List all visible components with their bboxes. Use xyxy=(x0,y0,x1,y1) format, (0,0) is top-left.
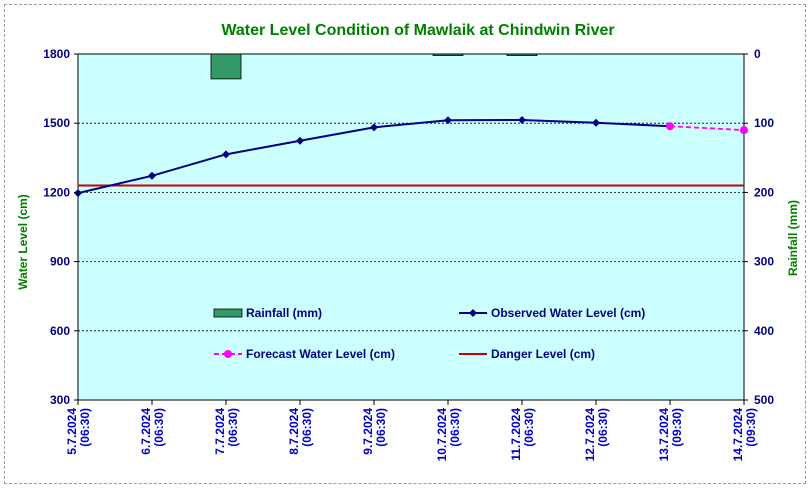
x-tick-time: (06:30) xyxy=(596,408,610,447)
x-tick-time: (06:30) xyxy=(300,408,314,447)
x-tick-label: 12.7.2024 xyxy=(583,408,597,462)
y-tick-label: 300 xyxy=(50,393,70,407)
x-tick-time: (06:30) xyxy=(374,408,388,447)
x-tick-label: 10.7.2024 xyxy=(435,408,449,462)
plot-area xyxy=(77,53,745,401)
right-axis-ticks: 0 100 200 300 400 500 xyxy=(744,47,774,407)
x-tick-label: 5.7.2024 xyxy=(65,408,79,455)
forecast-point xyxy=(740,126,748,135)
x-tick-time: (06:30) xyxy=(226,408,240,447)
y2-tick-label: 100 xyxy=(754,116,774,130)
plot-background xyxy=(77,53,745,401)
observed-point xyxy=(148,171,156,180)
legend-forecast-marker xyxy=(224,350,232,358)
rainfall-bars xyxy=(210,53,538,80)
forecast-point xyxy=(666,122,674,131)
forecast-line xyxy=(669,125,745,132)
rainfall-bar xyxy=(506,53,538,56)
x-tick-time: (06:30) xyxy=(522,408,536,447)
y-tick-label: 1500 xyxy=(43,116,70,130)
observed-point xyxy=(222,150,230,159)
legend: Rainfall (mm) Observed Water Level (cm) … xyxy=(213,306,645,361)
x-tick-time: (06:30) xyxy=(448,408,462,447)
legend-rainfall-label: Rainfall (mm) xyxy=(246,306,322,320)
y-tick-label: 600 xyxy=(50,324,70,338)
y-tick-label: 900 xyxy=(50,255,70,269)
x-axis-ticks: 5.7.2024 (06:30) 6.7.2024 (06:30) 7.7.2024 (0… xyxy=(65,400,758,461)
y-tick-label: 1200 xyxy=(43,185,70,199)
x-tick-label: 14.7.2024 xyxy=(731,408,745,462)
y2-tick-label: 400 xyxy=(754,324,774,338)
chart-frame xyxy=(4,4,806,484)
observed-point xyxy=(370,123,378,132)
observed-point xyxy=(592,118,600,127)
observed-point xyxy=(74,189,82,198)
x-tick-time: (09:30) xyxy=(744,408,758,447)
x-tick-time: (06:30) xyxy=(78,408,92,447)
legend-forecast-label: Forecast Water Level (cm) xyxy=(246,347,395,361)
x-tick-label: 8.7.2024 xyxy=(287,408,301,455)
y-tick-label: 1800 xyxy=(43,47,70,61)
y2-tick-label: 500 xyxy=(754,393,774,407)
legend-observed-label: Observed Water Level (cm) xyxy=(491,306,645,320)
y2-tick-label: 0 xyxy=(754,47,761,61)
legend-danger-label: Danger Level (cm) xyxy=(491,347,595,361)
x-tick-label: 9.7.2024 xyxy=(361,408,375,455)
x-tick-label: 6.7.2024 xyxy=(139,408,153,455)
observed-point xyxy=(518,115,526,124)
x-tick-time: (06:30) xyxy=(152,408,166,447)
legend-rainfall-swatch xyxy=(213,308,243,318)
y2-axis-label: Rainfall (mm) xyxy=(786,200,800,276)
rainfall-bar xyxy=(432,53,464,56)
observed-series xyxy=(74,115,674,198)
x-tick-label: 11.7.2024 xyxy=(509,408,523,461)
observed-point xyxy=(444,116,452,125)
rainfall-bar xyxy=(210,53,242,80)
y2-tick-label: 200 xyxy=(754,185,774,199)
x-tick-label: 7.7.2024 xyxy=(213,408,227,455)
x-tick-label: 13.7.2024 xyxy=(657,408,671,462)
left-axis-ticks: 1800 1500 1200 900 600 300 xyxy=(43,47,78,407)
y2-tick-label: 300 xyxy=(754,255,774,269)
legend-observed-marker xyxy=(469,309,477,317)
forecast-series xyxy=(666,122,748,135)
y-axis-label: Water Level (cm) xyxy=(16,194,30,290)
chart-title: Water Level Condition of Mawlaik at Chin… xyxy=(221,22,615,39)
x-tick-time: (09:30) xyxy=(670,408,684,447)
observed-point xyxy=(296,136,304,145)
